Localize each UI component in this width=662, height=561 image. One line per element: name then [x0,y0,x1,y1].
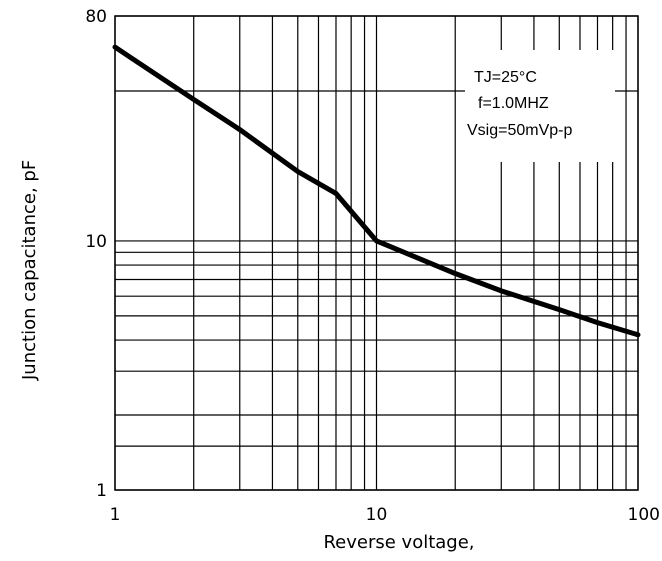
plot-border [114,15,639,491]
x-axis-label: Reverse voltage, [323,532,474,553]
x-tick-label: 1 [110,505,121,525]
capacitance-curve [112,44,641,338]
y-axis-label: Junction capacitance, pF [19,160,40,381]
annotation-line-3: Vsig=50mVp-p [467,122,572,139]
x-tick-label: 10 [366,505,388,525]
annotation-line-2: f=1.0MHZ [478,95,549,112]
annotation-box [465,50,615,162]
y-tick-label: 1 [96,481,107,501]
y-tick-label: 80 [85,7,107,27]
annotation-line-1: TJ=25°C [474,69,537,86]
x-tick-labels: 1 10 100 [110,505,660,525]
y-tick-label: 10 [85,232,107,252]
x-tick-label: 100 [628,505,660,525]
y-tick-labels: 1 10 80 [85,7,107,501]
